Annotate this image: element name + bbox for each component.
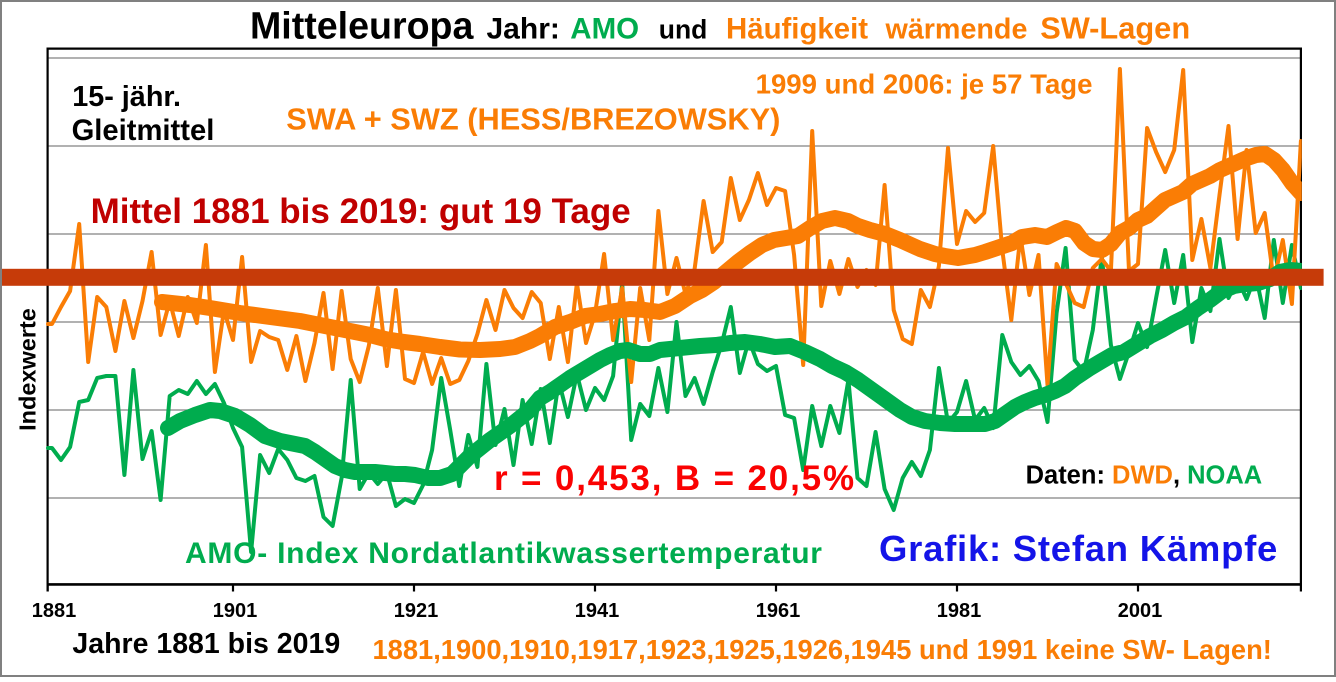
svg-text:Mittel 1881 bis 2019: gut 19 T: Mittel 1881 bis 2019: gut 19 Tage [91,192,631,231]
svg-text:1981: 1981 [937,600,982,622]
svg-text:SWA + SWZ (HESS/BREZOWSKY): SWA + SWZ (HESS/BREZOWSKY) [286,101,780,136]
svg-text:1881: 1881 [32,600,77,622]
svg-text:Jahre 1881 bis 2019: Jahre 1881 bis 2019 [72,628,340,660]
svg-text:r = 0,453, B = 20,5%: r = 0,453, B = 20,5% [494,459,856,498]
svg-text:Grafik: Stefan Kämpfe: Grafik: Stefan Kämpfe [879,528,1278,569]
svg-text:15- jähr.: 15- jähr. [72,81,181,113]
svg-text:Daten: DWD, NOAA: Daten: DWD, NOAA [1026,462,1263,490]
svg-text:1999 und 2006: je 57 Tage: 1999 und 2006: je 57 Tage [756,68,1093,99]
svg-text:2001: 2001 [1118,600,1163,622]
svg-text:1941: 1941 [575,600,620,622]
svg-text:1921: 1921 [394,600,439,622]
svg-text:1961: 1961 [756,600,801,622]
svg-text:1901: 1901 [213,600,258,622]
svg-text:1881,1900,1910,1917,1923,1925,: 1881,1900,1910,1917,1923,1925,1926,1945 … [373,634,1272,665]
svg-text:Gleitmittel: Gleitmittel [72,115,215,147]
svg-text:AMO- Index Nordatlantikwassert: AMO- Index Nordatlantikwassertemperatur [185,537,823,570]
svg-text:Indexwerte: Indexwerte [15,308,41,431]
